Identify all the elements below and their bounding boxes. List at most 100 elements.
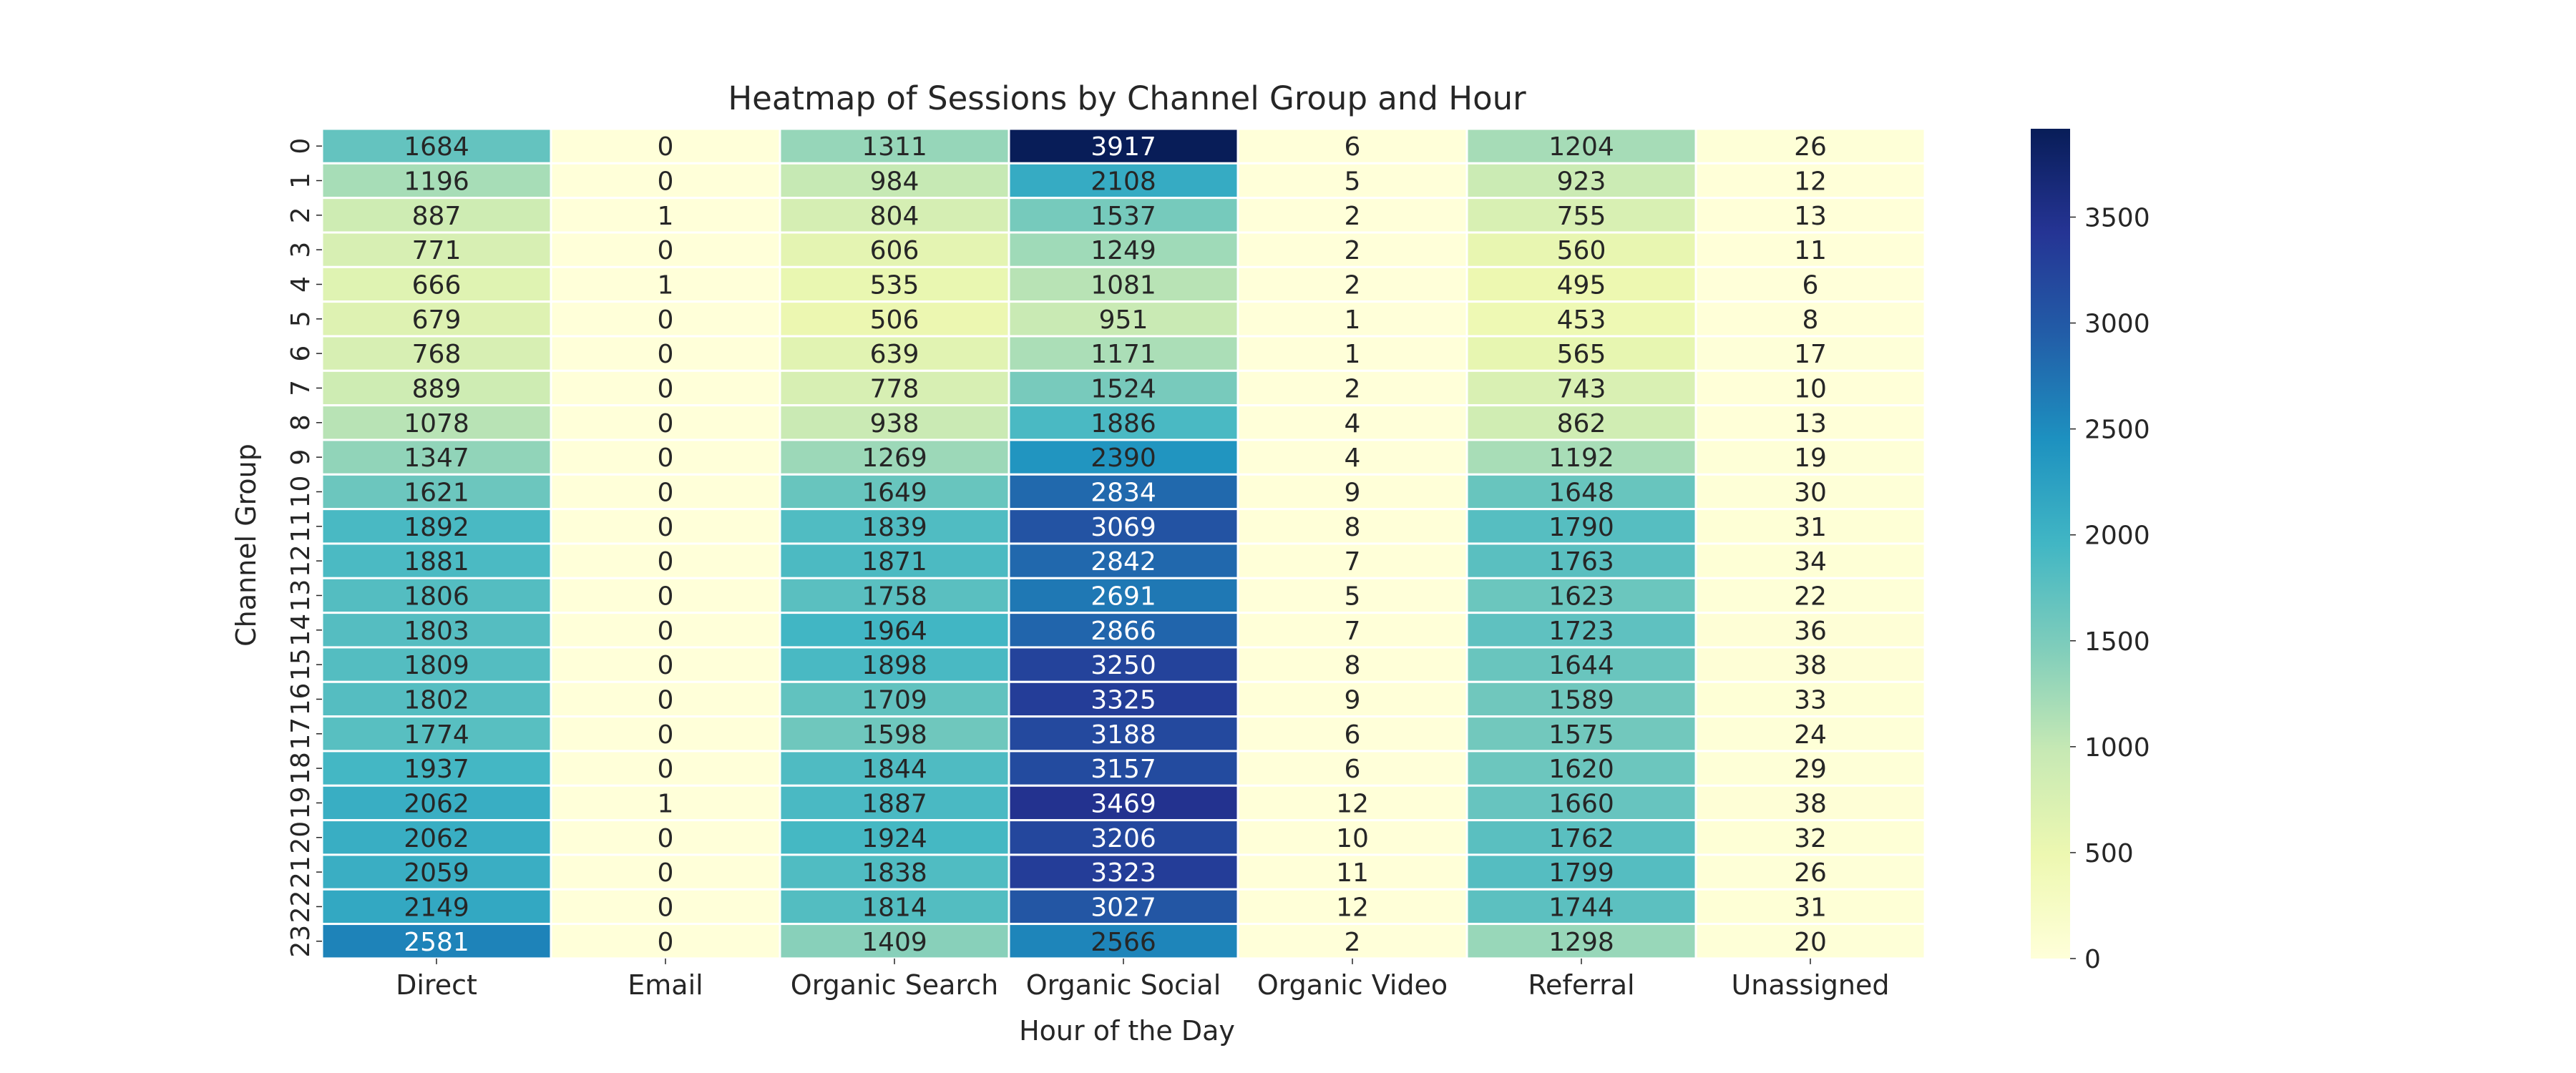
colorbar-tick-label: 3000 [2084, 310, 2150, 339]
cell-value-label: 3250 [1091, 651, 1156, 680]
cell-value-label: 1937 [404, 755, 469, 784]
cell-value-label: 1744 [1548, 893, 1614, 922]
cell-value-label: 771 [412, 236, 462, 265]
heatmap-cell [1008, 508, 1239, 545]
heatmap-cell [1008, 473, 1239, 511]
cell-value-label: 1799 [1548, 858, 1614, 888]
cell-value-label: 2059 [404, 858, 469, 888]
cell-value-label: 3469 [1091, 789, 1156, 818]
x-tick-label: Referral [1528, 969, 1634, 1001]
cell-value-label: 2842 [1091, 547, 1156, 577]
cell-value-label: 26 [1794, 132, 1827, 162]
cell-value-label: 1881 [404, 547, 469, 577]
x-tick-label: Organic Social [1026, 969, 1221, 1001]
heatmap-cell [1008, 335, 1239, 372]
heatmap-cell [550, 819, 781, 856]
heatmap-cell [1236, 473, 1468, 511]
heatmap-cell [1694, 853, 1926, 891]
heatmap-cell [1236, 438, 1468, 476]
heatmap-cell [1694, 162, 1926, 200]
cell-value-label: 0 [658, 305, 674, 335]
cell-value-label: 1803 [404, 617, 469, 646]
heatmap-cell [779, 750, 1010, 787]
heatmap-cell [321, 923, 552, 960]
cell-value-label: 1709 [862, 685, 927, 715]
cell-value-label: 10 [1794, 374, 1827, 403]
cell-value-label: 8 [1345, 651, 1361, 680]
heatmap-cell [1236, 542, 1468, 579]
cell-value-label: 0 [658, 132, 674, 162]
heatmap-cell [779, 473, 1010, 511]
heatmap-cell [1008, 680, 1239, 718]
cell-value-label: 3157 [1091, 755, 1156, 784]
cell-value-label: 0 [658, 893, 674, 922]
colorbar-tick-label: 2000 [2084, 521, 2150, 551]
cell-value-label: 889 [412, 374, 462, 403]
heatmap-cell [1465, 784, 1697, 822]
cell-value-label: 5 [1345, 167, 1361, 196]
heatmap-cell [1008, 715, 1239, 753]
cell-value-label: 0 [658, 547, 674, 577]
heatmap-cell [1465, 127, 1697, 165]
cell-value-label: 38 [1794, 651, 1827, 680]
colorbar-tick-label: 0 [2084, 945, 2101, 974]
cell-value-label: 606 [870, 236, 919, 265]
cell-value-label: 862 [1557, 409, 1606, 438]
heatmap-cell [550, 369, 781, 407]
heatmap-cell [550, 923, 781, 960]
cell-value-label: 36 [1794, 617, 1827, 646]
cell-value-label: 31 [1794, 893, 1827, 922]
heatmap-cell [1465, 577, 1697, 614]
heatmap-cell [1694, 577, 1926, 614]
heatmap-cell [779, 404, 1010, 441]
cell-value-label: 2390 [1091, 444, 1156, 473]
cell-value-label: 1684 [404, 132, 469, 162]
cell-value-label: 1 [1345, 305, 1361, 335]
x-tick-label: Unassigned [1731, 969, 1889, 1001]
cell-value-label: 506 [870, 305, 919, 335]
heatmap-cell [1694, 300, 1926, 338]
cell-value-label: 6 [1345, 755, 1361, 784]
cell-value-label: 24 [1794, 720, 1827, 750]
y-tick-label: 8 [286, 414, 316, 431]
y-tick-label: 5 [286, 310, 316, 327]
heatmap-cell [1465, 369, 1697, 407]
cell-value-label: 0 [658, 513, 674, 542]
heatmap-cell [550, 231, 781, 268]
cell-value-label: 3027 [1091, 893, 1156, 922]
cell-value-label: 6 [1345, 132, 1361, 162]
heatmap-cell [779, 853, 1010, 891]
heatmap-cell [1236, 750, 1468, 787]
cell-value-label: 2566 [1091, 928, 1156, 957]
heatmap-cell [1465, 335, 1697, 372]
heatmap-cell [1694, 335, 1926, 372]
cell-value-label: 535 [870, 270, 919, 300]
heatmap-cell [550, 300, 781, 338]
heatmap-cell [550, 715, 781, 753]
cell-value-label: 1892 [404, 513, 469, 542]
heatmap-cell [1236, 923, 1468, 960]
heatmap-cell [1694, 369, 1926, 407]
heatmap-cell [321, 853, 552, 891]
heatmap-cell [1694, 542, 1926, 579]
y-tick-label: 13 [286, 579, 316, 612]
x-tick-labels: Direct Email Organic Search Organic Social O… [396, 958, 1890, 1001]
colorbar-tick-label: 1500 [2084, 627, 2150, 657]
cell-value-label: 1524 [1091, 374, 1156, 403]
heatmap-cell [321, 750, 552, 787]
x-tick-label: Organic Search [791, 969, 998, 1001]
heatmap-cell [1236, 612, 1468, 649]
cell-value-label: 12 [1794, 167, 1827, 196]
cell-value-label: 887 [412, 202, 462, 231]
cell-value-label: 804 [870, 202, 919, 231]
heatmap-cell [321, 784, 552, 822]
cell-value-label: 1298 [1548, 928, 1614, 957]
y-tick-label: 7 [286, 380, 316, 396]
cell-value-label: 2581 [404, 928, 469, 957]
cell-value-label: 1598 [862, 720, 927, 750]
heatmap-cell [1694, 750, 1926, 787]
y-tick-label: 12 [286, 544, 316, 577]
cell-value-label: 0 [658, 651, 674, 680]
cell-value-label: 1802 [404, 685, 469, 715]
heatmap-cell [1694, 923, 1926, 960]
